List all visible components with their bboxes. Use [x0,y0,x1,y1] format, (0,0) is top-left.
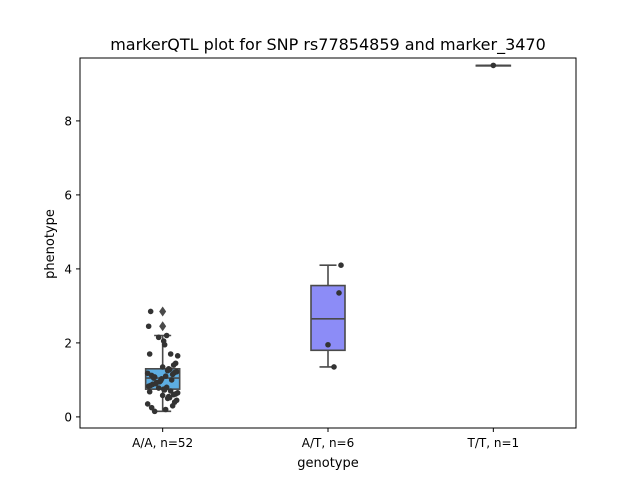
data-point [161,341,168,348]
data-point [155,385,162,391]
data-point [168,377,175,383]
data-point [490,62,497,69]
data-point [174,353,181,359]
data-point [338,262,344,269]
data-point [163,332,170,339]
data-point [159,392,166,399]
y-tick-label: 8 [64,114,72,128]
data-point [148,404,155,411]
outlier-marker [159,321,167,332]
x-tick-label: T/T, n=1 [467,436,520,450]
x-tick-label: A/A, n=52 [132,436,193,450]
data-point [151,408,158,415]
chart-title: markerQTL plot for SNP rs77854859 and ma… [110,35,546,55]
data-point [145,323,152,330]
data-point [146,351,153,357]
box [310,284,346,352]
y-tick-label: 4 [64,262,72,276]
plot-area: 0 2 4 6 8 A/A, n=52 A/T, n=6 T/T, n=1 [64,57,577,450]
x-tick-label: A/T, n=6 [302,436,355,450]
data-point [161,387,168,393]
data-point [159,364,166,370]
data-point [170,362,177,368]
data-point [170,391,177,398]
x-axis-label: genotype [297,456,358,471]
data-point [169,371,176,378]
data-point [147,308,154,315]
y-tick-label: 0 [64,410,72,424]
data-point [144,401,151,407]
data-point [331,364,337,370]
data-point [325,341,331,348]
data-point [167,351,174,357]
data-point [146,388,153,395]
outlier-marker [159,306,167,317]
data-point [169,403,176,409]
data-point [150,375,157,381]
data-point [145,383,152,389]
data-point [162,406,169,413]
y-tick-label: 6 [64,188,72,202]
data-point [164,395,171,402]
data-point [336,290,342,296]
y-axis-label: phenotype [43,209,58,279]
data-point [162,373,169,380]
data-point [167,388,174,394]
y-tick-label: 2 [64,336,72,350]
data-point [155,334,162,341]
data-point [164,367,171,374]
box-group [310,264,346,368]
